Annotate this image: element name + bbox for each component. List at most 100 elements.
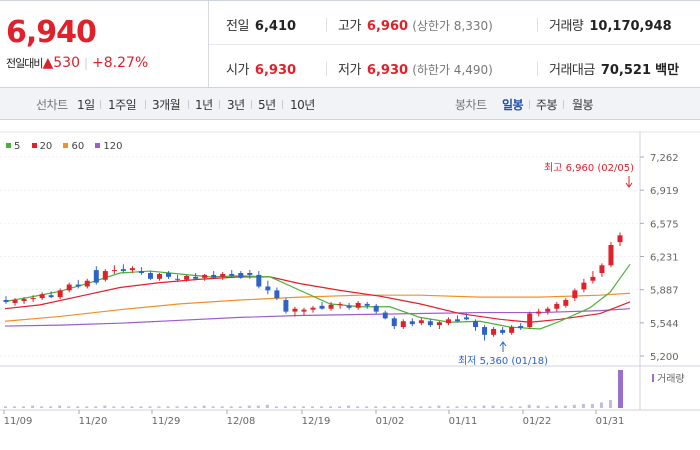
volume-bar bbox=[401, 406, 405, 408]
volume-bar bbox=[536, 405, 540, 408]
volume-bar bbox=[265, 404, 269, 408]
period-3m[interactable]: 3개월 bbox=[152, 98, 181, 112]
candle bbox=[157, 273, 162, 281]
volume-bar bbox=[238, 406, 242, 408]
candle bbox=[536, 308, 542, 317]
low-annotation: 최저 5,360 (01/18) bbox=[458, 355, 548, 367]
candle bbox=[464, 313, 469, 321]
candle bbox=[229, 270, 235, 278]
candle bbox=[617, 232, 623, 246]
volume-bar bbox=[473, 406, 477, 408]
volume-bar bbox=[256, 405, 260, 408]
x-tick-label: 12/19 bbox=[302, 416, 331, 427]
period-1d[interactable]: 1일 bbox=[77, 98, 95, 112]
candle-monthly[interactable]: 월봉 bbox=[572, 98, 594, 112]
current-price: 6,940 bbox=[6, 15, 97, 50]
candle bbox=[265, 280, 271, 295]
change-value: 530 bbox=[53, 55, 80, 71]
legend-item-ma20: 20 bbox=[31, 141, 52, 152]
lower-limit: (하한가 4,490) bbox=[412, 63, 493, 77]
candle bbox=[563, 298, 569, 308]
candle bbox=[310, 305, 316, 313]
period-1w[interactable]: 1주일 bbox=[108, 98, 137, 112]
candle bbox=[93, 266, 99, 285]
price-change: 전일대비▲530 | +8.27% bbox=[6, 55, 149, 71]
candle bbox=[238, 271, 244, 279]
candle bbox=[581, 278, 587, 293]
volume-bar bbox=[446, 406, 450, 408]
candle bbox=[301, 307, 307, 316]
legend-item-ma60: 60 bbox=[63, 141, 84, 152]
candle bbox=[57, 288, 63, 300]
candle bbox=[590, 271, 596, 284]
candle bbox=[382, 310, 388, 320]
volume-bar bbox=[365, 406, 369, 408]
volume-bar bbox=[518, 406, 522, 408]
candle-chart-label: 봉차트 bbox=[455, 98, 487, 112]
candle bbox=[491, 327, 497, 337]
volume-bar bbox=[67, 406, 71, 408]
y-tick-label: 6,575 bbox=[650, 219, 679, 230]
candle bbox=[220, 272, 226, 280]
x-tick-label: 01/02 bbox=[376, 416, 405, 427]
candle bbox=[554, 301, 560, 312]
volume-bar bbox=[329, 406, 333, 408]
volume-bar bbox=[193, 406, 197, 408]
candle bbox=[292, 306, 298, 317]
x-tick-label: 01/31 bbox=[596, 416, 625, 427]
candle bbox=[12, 298, 18, 306]
candle bbox=[364, 301, 370, 309]
candle bbox=[427, 319, 433, 328]
candle bbox=[166, 271, 172, 279]
period-5y[interactable]: 5년 bbox=[258, 98, 276, 112]
volume-bar bbox=[374, 406, 378, 408]
candle bbox=[518, 323, 524, 330]
period-1y[interactable]: 1년 bbox=[195, 98, 213, 112]
volume-bar bbox=[184, 406, 188, 408]
candle bbox=[355, 300, 361, 310]
candle bbox=[328, 301, 334, 311]
ma-legend: 5 20 60 120 bbox=[6, 141, 123, 152]
candle bbox=[527, 311, 533, 329]
candle bbox=[3, 296, 9, 304]
candle bbox=[202, 273, 208, 281]
candle bbox=[138, 267, 144, 275]
candle bbox=[30, 295, 36, 302]
low-price: 저가 6,930 (하한가 4,490) bbox=[338, 63, 493, 78]
x-tick-label: 11/29 bbox=[152, 416, 181, 427]
period-3y[interactable]: 3년 bbox=[227, 98, 245, 112]
volume: 거래량 10,170,948 bbox=[549, 19, 672, 34]
candle bbox=[21, 297, 27, 304]
x-tick-label: 12/08 bbox=[227, 416, 256, 427]
quote-panel: 6,940 전일대비▲530 | +8.27% 전일 6,410 고가 6,960 (상… bbox=[0, 0, 700, 88]
ma-line-ma20 bbox=[4, 276, 631, 323]
volume-bar bbox=[500, 406, 504, 408]
volume-label: 거래량 bbox=[657, 373, 685, 385]
candle-daily[interactable]: 일봉 bbox=[502, 98, 524, 112]
volume-bar bbox=[356, 406, 360, 408]
candle bbox=[599, 263, 605, 277]
volume-bar bbox=[383, 406, 387, 408]
candle bbox=[111, 265, 117, 274]
period-10y[interactable]: 10년 bbox=[290, 98, 315, 112]
volume-bar bbox=[311, 406, 314, 408]
candle bbox=[409, 318, 415, 327]
volume-bar bbox=[545, 406, 549, 408]
legend-item-ma120: 120 bbox=[95, 141, 123, 152]
volume-bar bbox=[247, 405, 251, 408]
chart-toolbar: 선차트 1일 1주일 3개월 1년 3년 5년 10년 봉차트 일봉 주봉 월봉 bbox=[0, 88, 700, 120]
volume-bar bbox=[76, 406, 80, 408]
volume-bar bbox=[599, 402, 603, 408]
volume-bar bbox=[58, 405, 62, 408]
candle-weekly[interactable]: 주봉 bbox=[536, 98, 558, 112]
volume-bar bbox=[455, 406, 459, 408]
ma-line-ma120 bbox=[4, 308, 631, 327]
volume-bar bbox=[139, 406, 143, 408]
line-chart-label: 선차트 bbox=[36, 98, 68, 112]
volume-bar bbox=[13, 406, 17, 408]
volume-bar bbox=[166, 406, 170, 408]
candle bbox=[545, 306, 551, 315]
volume-bar bbox=[229, 406, 233, 408]
candle bbox=[147, 271, 153, 280]
